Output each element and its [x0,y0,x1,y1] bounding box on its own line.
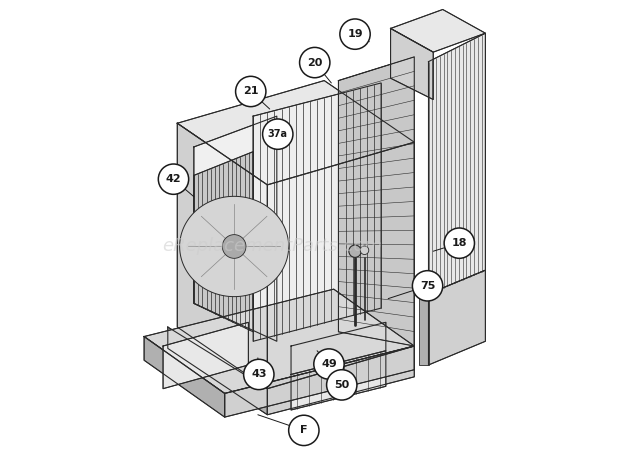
Polygon shape [428,33,485,294]
Text: 43: 43 [251,369,267,380]
Circle shape [299,47,330,78]
Polygon shape [391,28,433,100]
Circle shape [444,228,474,258]
Text: 21: 21 [243,86,259,97]
Polygon shape [291,322,386,374]
Polygon shape [419,294,428,365]
Circle shape [244,359,274,390]
Text: F: F [300,425,308,436]
Polygon shape [428,270,485,365]
Circle shape [412,271,443,301]
Circle shape [314,349,344,379]
Polygon shape [194,152,253,332]
Polygon shape [224,346,414,417]
Circle shape [289,415,319,446]
Polygon shape [168,327,267,415]
Text: 19: 19 [347,29,363,39]
Text: 50: 50 [334,380,350,390]
Polygon shape [180,196,289,297]
Circle shape [263,119,293,149]
Text: eReplacementParts.com: eReplacementParts.com [162,237,382,255]
Circle shape [360,246,369,255]
Polygon shape [267,346,414,415]
Circle shape [340,19,370,49]
Text: 37a: 37a [268,129,288,139]
Polygon shape [177,123,267,389]
Text: 42: 42 [166,174,181,184]
Polygon shape [144,289,414,393]
Polygon shape [391,9,485,52]
Polygon shape [267,142,414,389]
Polygon shape [144,337,224,417]
Circle shape [327,370,357,400]
Text: 20: 20 [307,57,322,68]
Polygon shape [339,57,414,346]
Text: 18: 18 [451,238,467,248]
Text: 75: 75 [420,281,435,291]
Polygon shape [291,351,386,410]
Polygon shape [163,322,249,389]
Circle shape [236,76,266,107]
Polygon shape [253,83,381,341]
Circle shape [223,235,246,258]
Polygon shape [194,116,277,341]
Text: 49: 49 [321,359,337,369]
Polygon shape [177,81,414,185]
Circle shape [158,164,188,194]
Circle shape [349,245,361,257]
